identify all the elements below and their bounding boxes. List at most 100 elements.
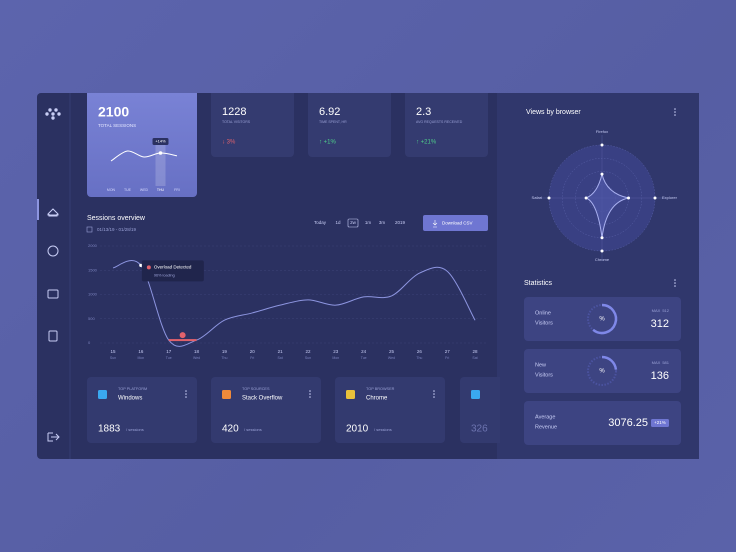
top-card-label: TOP BROWSER [366, 387, 395, 391]
x-tick-weekday: Fri [445, 356, 449, 360]
day-label: FRI [174, 188, 180, 192]
x-tick-label: 19 [222, 349, 228, 354]
x-tick-weekday: Sat [472, 356, 477, 360]
highlight-bar [155, 140, 166, 186]
stat-card [524, 349, 681, 393]
range-button: 1d [335, 220, 341, 225]
sparkline [110, 150, 178, 162]
x-tick-label: 18 [194, 349, 200, 354]
top-card-name: Chrome [366, 396, 388, 402]
tooltip-detail: 96% loading [154, 273, 175, 277]
donut-arc [601, 355, 618, 370]
x-tick-label: 16 [138, 349, 144, 354]
doc-icon[interactable] [48, 330, 58, 342]
menu-dot [309, 393, 311, 395]
radar-point [627, 196, 630, 200]
top-card-value: 420 [222, 424, 239, 435]
kpi-card [308, 93, 391, 157]
donut-icon: % [599, 369, 605, 375]
logout-icon[interactable] [47, 432, 60, 442]
section-title: Sessions overview [87, 215, 146, 222]
top-card-icon [222, 390, 231, 399]
radar-tick [600, 143, 604, 147]
x-tick-weekday: Fri [250, 356, 254, 360]
menu-dot [433, 393, 435, 395]
top-card-icon [98, 390, 107, 399]
range-button: 3m [379, 220, 386, 225]
donut-arc [592, 303, 618, 335]
tooltip-point [139, 263, 143, 267]
radar-label: Safari [532, 195, 543, 200]
y-tick-label: 0 [88, 340, 91, 345]
compass-icon[interactable] [47, 245, 59, 257]
kpi-value: 1228 [222, 106, 246, 118]
x-tick-weekday: Wed [193, 356, 200, 360]
kpi-label: AVG REQUESTS RECEIVED [416, 120, 463, 124]
top-card-icon [471, 390, 480, 399]
home-icon[interactable] [47, 208, 59, 217]
main-area: 2100 TOTAL SESSIONS 1228 TOTAL VISITORS ↓ 3%… [86, 93, 500, 443]
menu-dot [433, 390, 435, 392]
day-label: THU [157, 188, 165, 192]
x-tick-label: 22 [305, 349, 311, 354]
stat-value: 136 [651, 370, 669, 382]
stat-badge-text: +21% [654, 420, 666, 425]
section-title: Statistics [524, 280, 553, 287]
menu-dot [185, 393, 187, 395]
menu-dot [674, 108, 676, 110]
y-tick-label: 2000 [88, 243, 98, 248]
range-button: 1m [365, 220, 372, 225]
menu-dot [674, 111, 676, 113]
stat-label: Visitors [535, 372, 553, 378]
x-tick-label: 27 [445, 349, 451, 354]
kpi-change: ↓ 3% [222, 140, 236, 146]
kpi-label: TOTAL SESSIONS [98, 123, 136, 128]
stat-badge [651, 419, 669, 427]
radar-label: Firefox [596, 129, 608, 134]
menu-dot [674, 114, 676, 116]
range-button: 2w [350, 220, 357, 225]
x-tick-weekday: Mon [332, 356, 339, 360]
x-tick-label: 25 [389, 349, 395, 354]
stat-label: Online [535, 310, 551, 316]
radar-tick [547, 196, 551, 200]
top-card-label: TOP PLATFORM [118, 387, 147, 391]
top-card-unit: / sessions [244, 427, 262, 432]
kpi-value: 6.92 [319, 106, 340, 118]
kpi-value: 2.3 [416, 106, 431, 118]
x-tick-weekday: Sun [110, 356, 116, 360]
stat-value: 312 [651, 318, 669, 330]
x-tick-weekday: Mon [137, 356, 144, 360]
donut-track [587, 356, 617, 386]
sidebar [37, 108, 61, 442]
top-card [211, 377, 321, 443]
top-card-value: 2010 [346, 424, 369, 435]
section-title: Views by browser [526, 109, 581, 116]
x-tick-label: 20 [250, 349, 256, 354]
stat-max: MAX 581 [652, 360, 670, 365]
x-tick-label: 23 [333, 349, 339, 354]
stat-label: Visitors [535, 320, 553, 326]
y-tick-label: 1500 [88, 267, 98, 272]
stat-max: MAX 512 [652, 308, 670, 313]
stat-max-value: 512 [662, 308, 669, 313]
side-area: Views by browser Firefox Explorer Chrome Saf… [524, 108, 681, 445]
wallet-icon[interactable] [47, 289, 59, 299]
x-tick-weekday: Wed [388, 356, 395, 360]
x-tick-label: 24 [361, 349, 367, 354]
top-card-label: TOP SOURCES [242, 387, 270, 391]
y-tick-label: 500 [88, 316, 95, 321]
top-card-value: 1883 [98, 424, 121, 435]
stat-max-prefix: MAX [652, 360, 661, 365]
kpi-card [405, 93, 488, 157]
donut-icon: % [599, 317, 605, 323]
kpi-card [211, 93, 294, 157]
x-tick-label: 17 [166, 349, 172, 354]
stat-value: 3076.25 [608, 417, 648, 429]
radar-point [584, 196, 588, 200]
download-button[interactable] [423, 215, 488, 231]
range-button: Today [314, 220, 327, 225]
download-label: Download CSV [442, 221, 473, 226]
x-tick-weekday: Sun [305, 356, 311, 360]
